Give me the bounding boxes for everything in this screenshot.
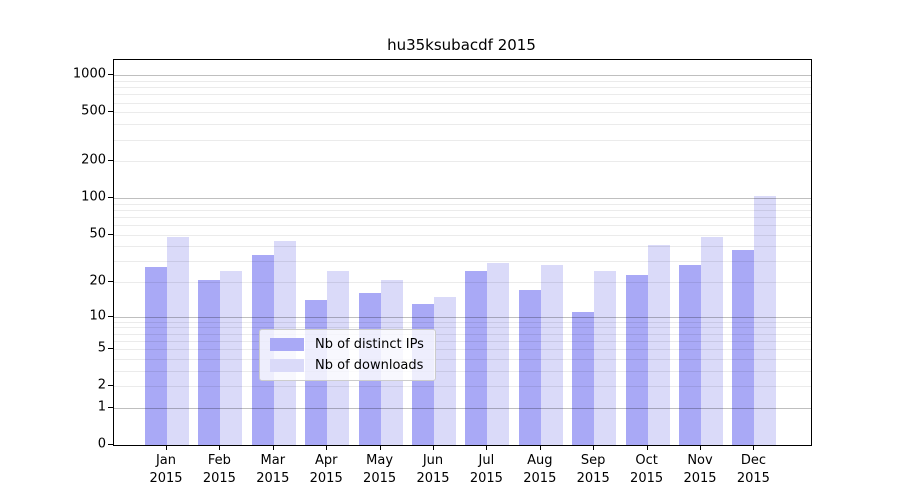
y-tick-label-10: 10 [89,308,106,324]
bar-downloads-nov [701,236,723,445]
y-tick-label-1000: 1000 [72,66,106,82]
y-tick-label-500: 500 [81,103,106,119]
x-tick-mark-may [379,445,381,450]
y-tick-label-1: 1 [97,399,106,415]
x-tick-mark-aug [539,445,541,450]
y-tick-mark-20 [108,281,113,283]
y-tick-mark-500 [108,111,113,113]
bar-distinct-ips-feb [198,279,221,445]
y-tick-mark-5 [108,348,113,350]
y-tick-label-2: 2 [97,377,106,393]
y-tick-label-0: 0 [97,436,106,452]
x-tick-mark-jan [166,445,167,450]
x-tick-mark-oct [646,445,648,450]
x-tick-label-jun: Jun 2015 [416,453,450,486]
y-tick-mark-1 [108,406,113,408]
bar-downloads-dec [754,195,777,445]
legend-label-distinct-ips: Nb of distinct IPs [315,337,424,352]
bar-distinct-ips-sep [572,312,595,445]
x-tick-label-sep: Sep 2015 [576,453,610,486]
y-tick-label-100: 100 [81,189,106,205]
y-tick-mark-200 [108,160,113,162]
legend-swatch-distinct-ips-icon [270,338,304,351]
bar-downloads-jan [167,236,189,445]
y-tick-mark-0 [108,444,113,445]
x-tick-mark-mar [272,445,274,450]
bar-downloads-jul [487,263,510,445]
bar-distinct-ips-jan [145,266,167,445]
legend-label-downloads: Nb of downloads [315,358,424,373]
y-tick-label-50: 50 [89,226,106,242]
x-tick-label-may: May 2015 [363,453,397,486]
x-tick-label-jan: Jan 2015 [149,453,183,486]
y-tick-mark-10 [108,315,113,317]
x-tick-label-mar: Mar 2015 [256,453,290,486]
plot-area [113,59,812,446]
bar-distinct-ips-oct [625,275,648,445]
legend-item-distinct-ips: Nb of distinct IPs [270,337,424,352]
y-tick-mark-50 [108,233,113,235]
x-tick-label-apr: Apr 2015 [309,453,343,486]
chart-title: hu35ksubacdf 2015 [387,36,536,54]
x-tick-mark-jul [486,445,488,450]
x-tick-label-oct: Oct 2015 [630,453,664,486]
bar-downloads-oct [647,245,670,445]
y-tick-label-200: 200 [81,152,106,168]
x-tick-mark-sep [593,445,595,450]
y-tick-label-5: 5 [97,340,106,356]
x-tick-mark-feb [219,445,221,450]
x-tick-label-nov: Nov 2015 [683,453,717,486]
bar-downloads-aug [540,264,563,445]
y-tick-mark-100 [108,197,113,199]
x-tick-mark-dec [753,445,755,450]
bar-downloads-jun [434,296,456,445]
x-tick-mark-jun [433,445,434,450]
y-tick-label-20: 20 [89,273,106,289]
y-tick-mark-1000 [108,74,113,76]
x-tick-mark-apr [326,445,328,450]
bar-distinct-ips-jul [465,270,488,445]
x-tick-mark-nov [700,445,701,450]
bar-downloads-feb [220,270,243,445]
bar-downloads-sep [594,270,617,445]
legend-swatch-downloads-icon [270,359,304,372]
bar-distinct-ips-nov [679,264,701,445]
y-tick-mark-2 [108,385,113,387]
legend-item-downloads: Nb of downloads [270,358,424,373]
x-tick-label-aug: Aug 2015 [523,453,557,486]
x-tick-label-jul: Jul 2015 [469,453,503,486]
x-tick-label-dec: Dec 2015 [736,453,770,486]
bar-distinct-ips-dec [732,250,755,445]
bars-layer [114,60,811,445]
bar-distinct-ips-aug [518,290,541,445]
legend: Nb of distinct IPs Nb of downloads [259,329,436,381]
x-tick-label-feb: Feb 2015 [202,453,236,486]
